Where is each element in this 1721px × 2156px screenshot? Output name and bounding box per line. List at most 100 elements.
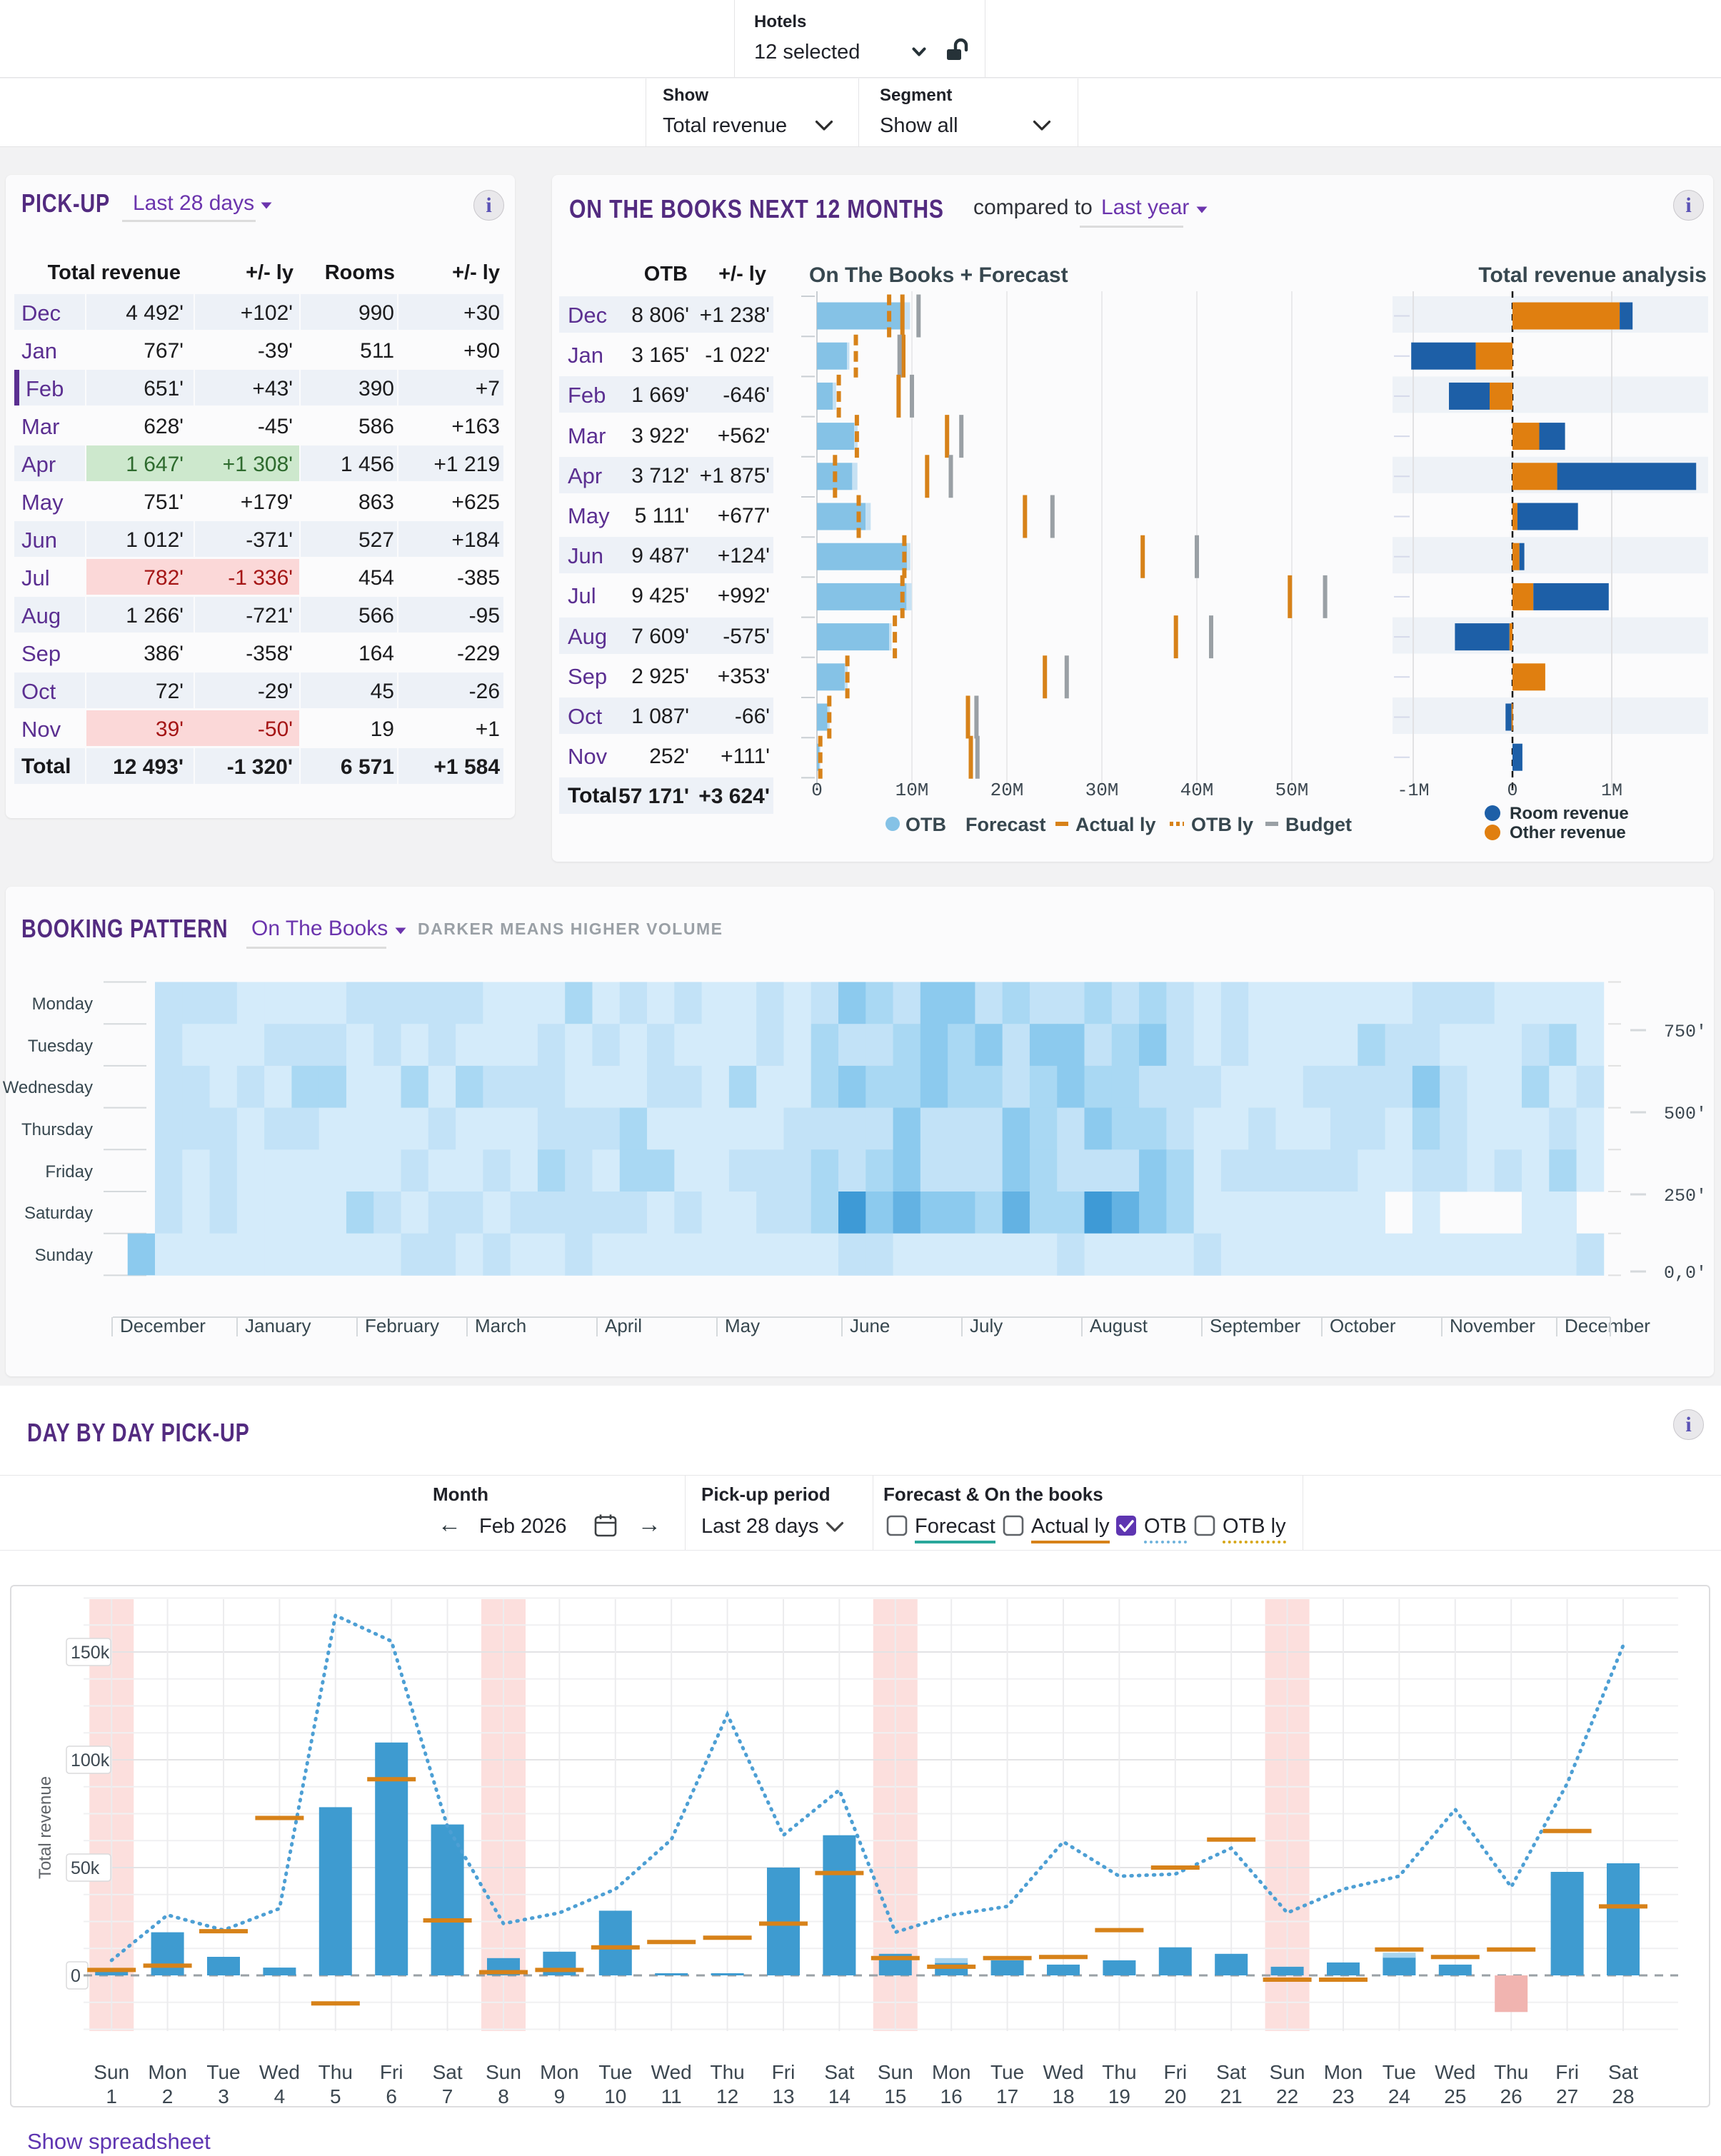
svg-text:50k: 50k bbox=[71, 1858, 100, 1878]
svg-text:0: 0 bbox=[1507, 780, 1517, 801]
svg-text:Thu: Thu bbox=[318, 2061, 353, 2083]
svg-text:28: 28 bbox=[1612, 2085, 1634, 2107]
svg-text:100k: 100k bbox=[71, 1751, 110, 1770]
svg-text:8: 8 bbox=[498, 2085, 509, 2107]
svg-text:Mon: Mon bbox=[1324, 2061, 1363, 2083]
svg-text:Friday: Friday bbox=[45, 1162, 93, 1182]
svg-text:August: August bbox=[1090, 1315, 1148, 1336]
svg-text:Tuesday: Tuesday bbox=[28, 1037, 93, 1056]
svg-text:6: 6 bbox=[386, 2085, 397, 2107]
svg-text:Mon: Mon bbox=[932, 2061, 970, 2083]
svg-text:Sat: Sat bbox=[1216, 2061, 1246, 2083]
svg-text:12: 12 bbox=[716, 2085, 738, 2107]
svg-text:April: April bbox=[605, 1315, 642, 1336]
svg-text:14: 14 bbox=[828, 2085, 851, 2107]
svg-text:Tue: Tue bbox=[1383, 2061, 1416, 2083]
svg-text:July: July bbox=[970, 1315, 1003, 1336]
svg-text:Fri: Fri bbox=[1163, 2061, 1187, 2083]
svg-text:25: 25 bbox=[1444, 2085, 1466, 2107]
svg-text:0,0': 0,0' bbox=[1664, 1263, 1707, 1284]
svg-text:150k: 150k bbox=[71, 1643, 110, 1663]
svg-text:Tue: Tue bbox=[990, 2061, 1024, 2083]
svg-text:3: 3 bbox=[218, 2085, 229, 2107]
svg-text:Budget: Budget bbox=[1285, 814, 1352, 835]
svg-text:Sat: Sat bbox=[1608, 2061, 1638, 2083]
svg-text:18: 18 bbox=[1052, 2085, 1074, 2107]
svg-text:500': 500' bbox=[1664, 1104, 1707, 1124]
svg-text:20M: 20M bbox=[990, 780, 1024, 801]
svg-text:Fri: Fri bbox=[772, 2061, 796, 2083]
svg-text:June: June bbox=[850, 1315, 890, 1336]
svg-text:Other revenue: Other revenue bbox=[1510, 823, 1626, 842]
svg-text:0: 0 bbox=[71, 1966, 81, 1986]
svg-text:Sat: Sat bbox=[824, 2061, 854, 2083]
svg-text:Wed: Wed bbox=[259, 2061, 300, 2083]
svg-text:October: October bbox=[1330, 1315, 1396, 1336]
svg-text:Thursday: Thursday bbox=[21, 1120, 93, 1139]
svg-text:250': 250' bbox=[1664, 1186, 1707, 1207]
svg-text:December: December bbox=[120, 1315, 206, 1336]
svg-text:40M: 40M bbox=[1180, 780, 1214, 801]
svg-text:Sun: Sun bbox=[486, 2061, 521, 2083]
svg-text:Sun: Sun bbox=[1270, 2061, 1305, 2083]
svg-text:January: January bbox=[245, 1315, 311, 1336]
svg-text:Wed: Wed bbox=[1435, 2061, 1475, 2083]
svg-text:27: 27 bbox=[1556, 2085, 1578, 2107]
svg-text:24: 24 bbox=[1388, 2085, 1410, 2107]
svg-text:Mon: Mon bbox=[540, 2061, 578, 2083]
svg-text:10: 10 bbox=[604, 2085, 626, 2107]
svg-text:On The Books + Forecast: On The Books + Forecast bbox=[809, 263, 1068, 287]
svg-text:Wed: Wed bbox=[1043, 2061, 1083, 2083]
svg-text:26: 26 bbox=[1500, 2085, 1522, 2107]
svg-text:2: 2 bbox=[162, 2085, 174, 2107]
svg-text:Sat: Sat bbox=[433, 2061, 463, 2083]
svg-text:May: May bbox=[725, 1315, 760, 1336]
svg-text:OTB ly: OTB ly bbox=[1191, 814, 1253, 835]
svg-text:Sunday: Sunday bbox=[35, 1246, 93, 1265]
svg-text:OTB: OTB bbox=[905, 814, 946, 835]
svg-text:September: September bbox=[1210, 1315, 1301, 1336]
svg-text:1M: 1M bbox=[1601, 780, 1622, 801]
svg-text:February: February bbox=[365, 1315, 439, 1336]
svg-text:4: 4 bbox=[274, 2085, 286, 2107]
svg-text:Mon: Mon bbox=[148, 2061, 186, 2083]
svg-text:-1M: -1M bbox=[1397, 780, 1429, 801]
svg-text:1: 1 bbox=[106, 2085, 117, 2107]
svg-text:9: 9 bbox=[554, 2085, 566, 2107]
svg-text:December: December bbox=[1565, 1315, 1650, 1336]
svg-text:17: 17 bbox=[996, 2085, 1018, 2107]
svg-text:Fri: Fri bbox=[1555, 2061, 1579, 2083]
svg-text:March: March bbox=[475, 1315, 526, 1336]
svg-text:Sun: Sun bbox=[94, 2061, 129, 2083]
svg-text:21: 21 bbox=[1220, 2085, 1243, 2107]
svg-text:Monday: Monday bbox=[32, 994, 93, 1014]
svg-text:Forecast: Forecast bbox=[965, 814, 1046, 835]
svg-text:Thu: Thu bbox=[1102, 2061, 1136, 2083]
svg-text:Saturday: Saturday bbox=[24, 1204, 93, 1223]
svg-text:10M: 10M bbox=[895, 780, 929, 801]
svg-text:22: 22 bbox=[1276, 2085, 1298, 2107]
svg-text:23: 23 bbox=[1332, 2085, 1354, 2107]
svg-text:20: 20 bbox=[1164, 2085, 1186, 2107]
svg-text:0: 0 bbox=[811, 780, 823, 801]
svg-text:13: 13 bbox=[772, 2085, 794, 2107]
svg-text:Total revenue: Total revenue bbox=[36, 1776, 55, 1879]
svg-text:15: 15 bbox=[884, 2085, 906, 2107]
svg-text:7: 7 bbox=[442, 2085, 453, 2107]
svg-text:5: 5 bbox=[330, 2085, 341, 2107]
svg-text:11: 11 bbox=[661, 2085, 682, 2107]
svg-text:Wed: Wed bbox=[651, 2061, 692, 2083]
svg-text:November: November bbox=[1450, 1315, 1535, 1336]
svg-text:750': 750' bbox=[1664, 1022, 1707, 1042]
svg-text:Sun: Sun bbox=[878, 2061, 913, 2083]
svg-text:Room revenue: Room revenue bbox=[1510, 804, 1629, 823]
svg-text:30M: 30M bbox=[1085, 780, 1119, 801]
svg-text:Total revenue analysis: Total revenue analysis bbox=[1478, 263, 1707, 287]
svg-text:Thu: Thu bbox=[710, 2061, 744, 2083]
svg-text:Tue: Tue bbox=[598, 2061, 632, 2083]
svg-text:Fri: Fri bbox=[380, 2061, 403, 2083]
svg-text:Actual ly: Actual ly bbox=[1075, 814, 1156, 835]
svg-text:16: 16 bbox=[940, 2085, 963, 2107]
svg-text:19: 19 bbox=[1108, 2085, 1130, 2107]
svg-text:50M: 50M bbox=[1275, 780, 1309, 801]
